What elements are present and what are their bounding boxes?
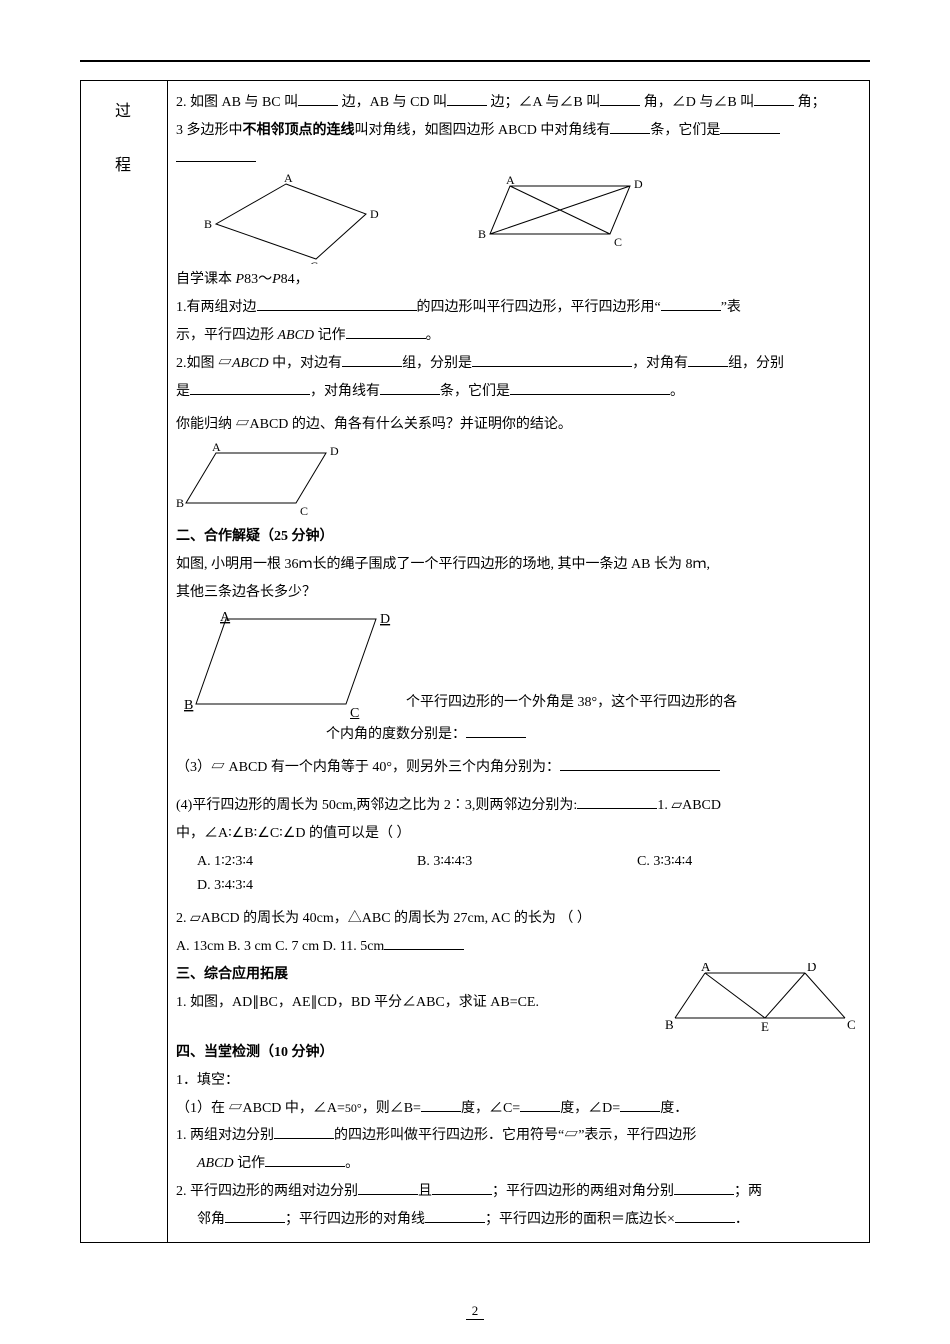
blank (466, 723, 526, 738)
opt-b: B. 3∶4∶4∶3 (417, 850, 637, 874)
blank (675, 1208, 735, 1223)
opt-a: A. 1∶2∶3∶4 (197, 850, 417, 874)
svg-text:A: A (701, 963, 711, 974)
page-number: 2 (0, 1303, 950, 1320)
svg-text:A: A (284, 174, 293, 185)
blank (425, 1208, 485, 1223)
blank (447, 91, 487, 106)
def1b: 示，平行四边形 ABCD 记作。 (176, 324, 861, 348)
blank (560, 756, 720, 771)
blank (298, 91, 338, 106)
blank (225, 1208, 285, 1223)
svg-text:E: E (761, 1019, 769, 1033)
blank (421, 1097, 461, 1112)
blank (358, 1180, 418, 1195)
quad-figures: A D C B A D C B (176, 174, 861, 264)
svg-text:C: C (300, 504, 308, 518)
svg-text:C: C (310, 259, 318, 264)
blank (688, 352, 728, 367)
section2-title: 二、合作解疑（25 分钟） (176, 525, 861, 549)
q2b: 2. ▱ABCD 的周长为 40cm，△ABC 的周长为 27cm, AC 的长… (176, 907, 861, 931)
triangle-figure: A D B E C (665, 963, 855, 1033)
fill1b: 1. 两组对边分别的四边形叫做平行四边形．它用符号“▱”表示，平行四边形 (176, 1124, 861, 1148)
def2: 2.如图 ▱ABCD 中，对边有组，分别是，对角有组，分别 (176, 352, 861, 376)
sec2-l2: 其他三条边各长多少？ (176, 581, 861, 605)
svg-text:B: B (176, 496, 184, 510)
opt-c: C. 3∶3∶4∶4 (637, 850, 857, 874)
fill-title: 1．填空： (176, 1069, 861, 1093)
q3-line: 3 多边形中不相邻顶点的连线叫对角线，如图四边形 ABCD 中对角线有条，它们是 (176, 119, 861, 143)
left-column: 过 程 (81, 81, 168, 1243)
q3-blank-line (176, 147, 861, 171)
svg-text:C: C (847, 1017, 855, 1032)
section4-title: 四、当堂检测（10 分钟） (176, 1041, 861, 1065)
blank (384, 935, 464, 950)
blank (620, 1097, 660, 1112)
svg-text:A: A (212, 441, 221, 454)
blank (380, 380, 440, 395)
blank (176, 147, 256, 162)
opts2: A. 13cm B. 3 cm C. 7 cm D. 11. 5cm (176, 935, 861, 959)
study-line: 自学课本 P83～P84， (176, 268, 861, 292)
blank (257, 296, 417, 311)
svg-text:D: D (330, 444, 339, 458)
blank (520, 1097, 560, 1112)
sec2-l1: 如图, 小明用一根 36ｍ长的绳子围成了一个平行四边形的场地, 其中一条边 AB… (176, 553, 861, 577)
svg-text:C: C (350, 706, 359, 719)
def1: 1.有两组对边的四边形叫平行四边形，平行四边形用“”表 (176, 296, 861, 320)
blank (720, 119, 780, 134)
top-rule (80, 60, 870, 62)
svg-text:D: D (380, 612, 390, 627)
main-table: 过 程 2. 如图 AB 与 BC 叫 边，AB 与 CD 叫 边；∠A 与∠B… (80, 80, 870, 1243)
fill2: 2. 平行四边形的两组对边分别且；平行四边形的两组对角分别；两 (176, 1180, 861, 1204)
def2b: 是，对角线有条，它们是。 (176, 380, 861, 404)
quad-abcd-2: A D C B (450, 174, 660, 264)
fill1: （1）在 ▱ABCD 中，∠A=50°，则∠B=度，∠C=度，∠D=度． (176, 1097, 861, 1121)
blank (265, 1152, 345, 1167)
blank (190, 380, 310, 395)
p3: （3）▱ ABCD 有一个内角等于 40°，则另外三个内角分别为： (176, 756, 861, 780)
blank (610, 119, 650, 134)
content-cell: 2. 如图 AB 与 BC 叫 边，AB 与 CD 叫 边；∠A 与∠B 叫 角… (168, 81, 870, 1243)
fill2b: 邻角；平行四边形的对角线；平行四边形的面积＝底边长×． (176, 1208, 861, 1232)
blank (342, 352, 402, 367)
ratio-q: 中，∠A∶∠B∶∠C∶∠D 的值可以是（ ） (176, 822, 861, 846)
blank (600, 91, 640, 106)
induce-line: 你能归纳 ▱ABCD 的边、角各有什么关系吗？并证明你的结论。 (176, 413, 861, 437)
svg-text:D: D (807, 963, 816, 974)
svg-text:B: B (665, 1017, 674, 1032)
q2-line: 2. 如图 AB 与 BC 叫 边，AB 与 CD 叫 边；∠A 与∠B 叫 角… (176, 91, 861, 115)
blank (274, 1124, 334, 1139)
blank (472, 352, 632, 367)
ext38-l2: 个内角的度数分别是： (176, 723, 861, 747)
svg-text:A: A (220, 610, 231, 625)
blank (432, 1180, 492, 1195)
parallelogram-fig-big: A D C B 个平行四边形的一个外角是 38°，这个平行四边形的各 (176, 609, 861, 719)
svg-text:D: D (370, 207, 379, 221)
svg-text:B: B (478, 227, 486, 241)
opts1: A. 1∶2∶3∶4 B. 3∶4∶4∶3 C. 3∶3∶4∶4 D. 3∶4∶… (176, 850, 861, 898)
svg-text:D: D (634, 177, 643, 191)
quad-abcd-1: A D C B (176, 174, 386, 264)
left-ch-2: 程 (89, 151, 159, 175)
opt-d: D. 3∶4∶3∶4 (197, 874, 417, 898)
blank (674, 1180, 734, 1195)
blank (346, 324, 426, 339)
svg-text:B: B (184, 698, 193, 713)
blank (577, 794, 657, 809)
blank (661, 296, 721, 311)
svg-text:B: B (204, 217, 212, 231)
svg-text:A: A (506, 174, 515, 187)
blank (510, 380, 670, 395)
parallelogram-fig-small: A D C B (176, 441, 861, 521)
left-ch-1: 过 (89, 97, 159, 121)
fill1c: ABCD 记作。 (176, 1152, 861, 1176)
svg-text:C: C (614, 235, 622, 249)
p4: (4)平行四边形的周长为 50cm,两邻边之比为 2∶3,则两邻边分别为:1. … (176, 794, 861, 818)
blank (754, 91, 794, 106)
ext38-l1: 个平行四边形的一个外角是 38°，这个平行四边形的各 (406, 691, 737, 715)
